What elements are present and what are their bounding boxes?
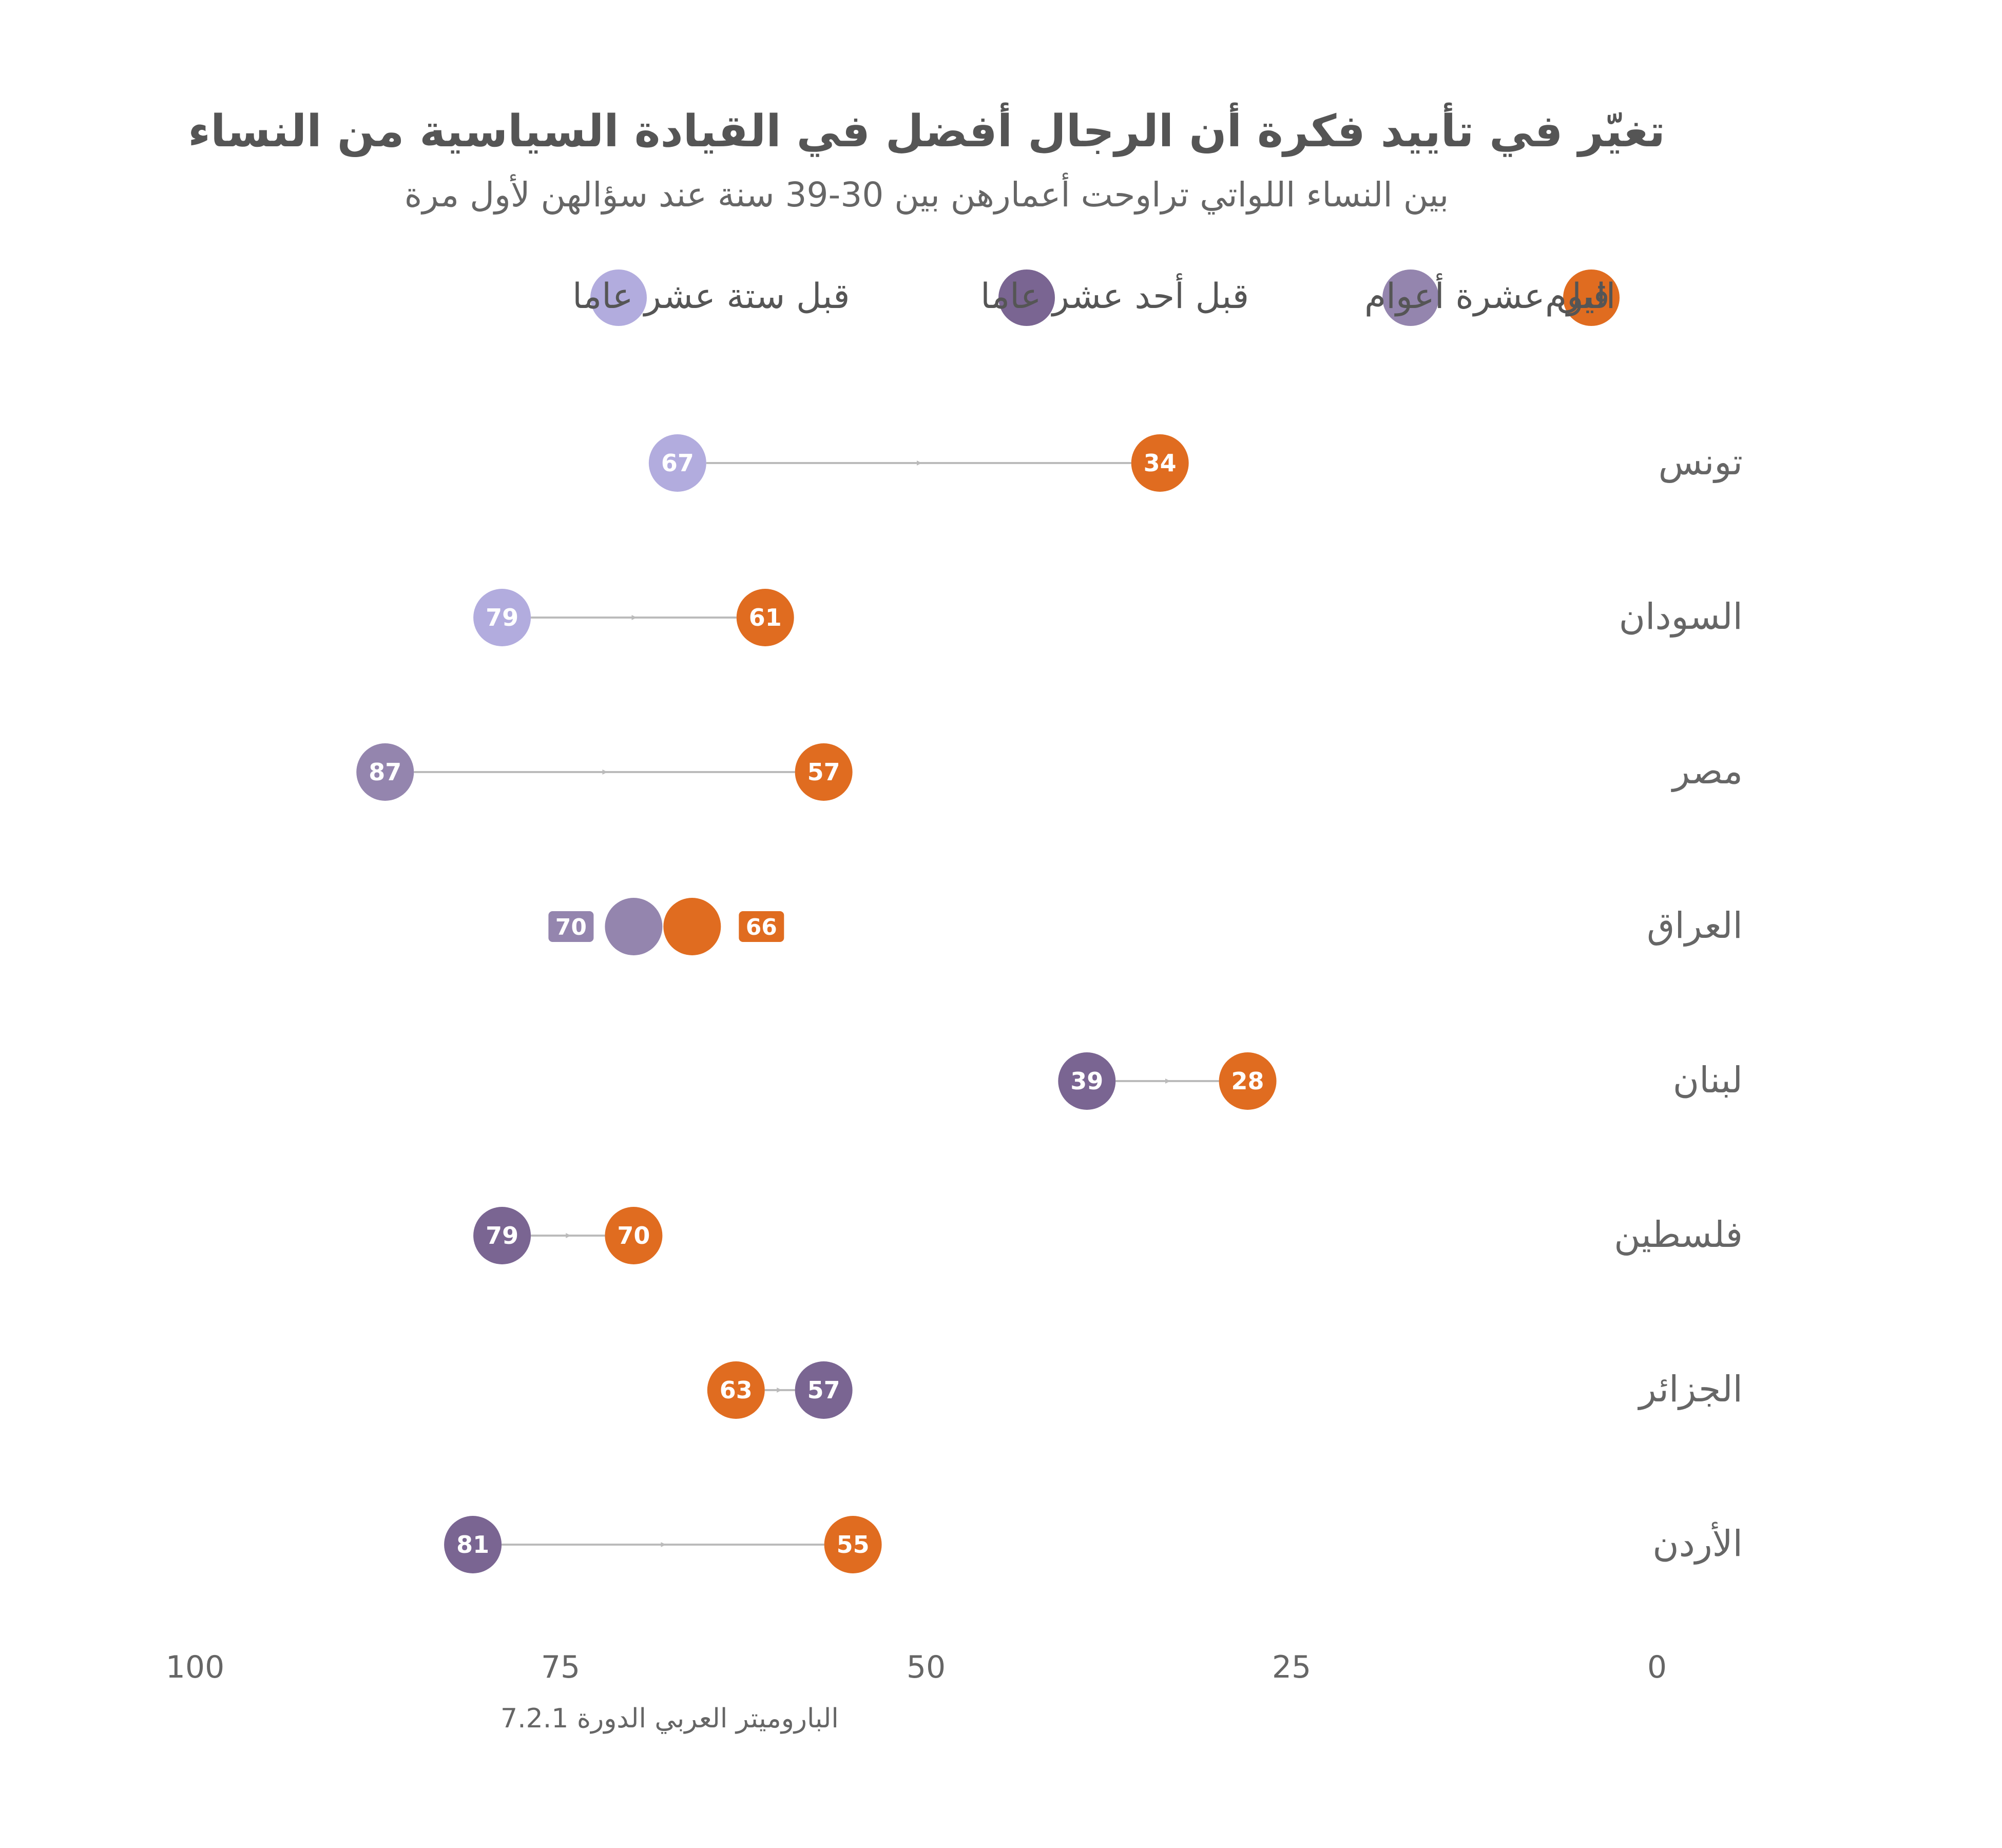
x-tick-label: 0	[1647, 1649, 1667, 1685]
x-axis: 0 25 50 75 100	[166, 1649, 1667, 1685]
row: مصر 87 57	[356, 743, 1743, 801]
point-today	[795, 743, 853, 801]
country-label: الأردن	[1652, 1522, 1743, 1565]
value-label-today: 66	[746, 914, 777, 940]
point-today	[1219, 1052, 1277, 1110]
point-today	[824, 1516, 882, 1573]
x-tick-label: 25	[1272, 1649, 1311, 1685]
value-label-before: 87	[369, 758, 401, 786]
value-label-today: 28	[1231, 1067, 1264, 1095]
value-label-before: 67	[661, 449, 694, 477]
legend-label-ten-years: قبل عشرة أعوام	[1364, 273, 1610, 317]
country-label: السودان	[1619, 595, 1743, 638]
point-before	[473, 589, 531, 646]
x-tick-label: 50	[907, 1649, 946, 1685]
value-label-today: 34	[1144, 449, 1177, 477]
point-today	[736, 589, 794, 646]
row: تونس 67 34	[648, 434, 1743, 492]
legend-label-today: اليوم	[1545, 276, 1615, 317]
legend-marker-eleven-years	[998, 270, 1055, 326]
value-label-before: 57	[807, 1376, 840, 1404]
legend-marker-ten-years	[1382, 270, 1439, 326]
point-before	[648, 434, 706, 492]
country-label: تونس	[1659, 441, 1743, 483]
point-before	[605, 898, 663, 955]
country-label: فلسطين	[1614, 1214, 1743, 1256]
point-before	[473, 1207, 531, 1264]
legend-marker-today	[1563, 270, 1620, 326]
point-today	[663, 898, 721, 955]
point-before	[1058, 1052, 1116, 1110]
value-label-today: 70	[617, 1222, 650, 1249]
x-tick-label: 75	[541, 1649, 580, 1685]
point-before	[795, 1361, 853, 1419]
point-today	[707, 1361, 765, 1419]
row: لبنان 39 28	[1058, 1052, 1743, 1110]
value-tag-before	[548, 911, 594, 942]
value-label-today: 57	[807, 758, 840, 786]
value-label-before: 79	[486, 1222, 518, 1249]
value-label-today: 63	[720, 1376, 753, 1404]
point-before	[444, 1516, 502, 1573]
value-tag-today	[739, 911, 784, 942]
legend-label-eleven-years: قبل أحد عشر عاما	[980, 273, 1249, 317]
row: العراق 70 66	[548, 898, 1743, 955]
source-note: الباروميتر العربي الدورة 7.2.1	[500, 1703, 839, 1734]
value-label-today: 61	[749, 604, 782, 631]
row: الجزائر 57 63	[707, 1361, 1743, 1419]
value-label-before: 70	[555, 914, 587, 940]
country-label: لبنان	[1673, 1059, 1743, 1101]
value-label-before: 79	[486, 604, 518, 631]
value-label-before: 81	[456, 1531, 489, 1558]
point-before	[356, 743, 414, 801]
chart-title: تغيّر في تأييد فكرة أن الرجال أفضل في ال…	[188, 102, 1665, 157]
value-label-before: 39	[1070, 1067, 1103, 1095]
row: الأردن 81 55	[444, 1516, 1743, 1573]
point-today	[1131, 434, 1189, 492]
x-tick-label: 100	[166, 1649, 225, 1685]
row: فلسطين 79 70	[473, 1207, 1743, 1264]
value-label-today: 55	[837, 1531, 870, 1558]
legend: اليوم قبل عشرة أعوام قبل أحد عشر عاما قب…	[572, 270, 1620, 326]
point-today	[605, 1207, 663, 1264]
country-label: العراق	[1647, 904, 1743, 947]
country-label: مصر	[1671, 750, 1743, 792]
plot-area: تونس 67 34 السودان 79 61 مصر 87 57 العراق 70 66 لبنا…	[356, 434, 1743, 1573]
chart-subtitle: بين النساء اللواتي تراوحت أعمارهن بين 30…	[405, 172, 1449, 215]
row: السودان 79 61	[473, 589, 1743, 646]
country-label: الجزائر	[1638, 1368, 1743, 1410]
legend-label-sixteen-years: قبل ستة عشر عاما	[572, 276, 850, 317]
legend-marker-sixteen-years	[590, 270, 647, 326]
